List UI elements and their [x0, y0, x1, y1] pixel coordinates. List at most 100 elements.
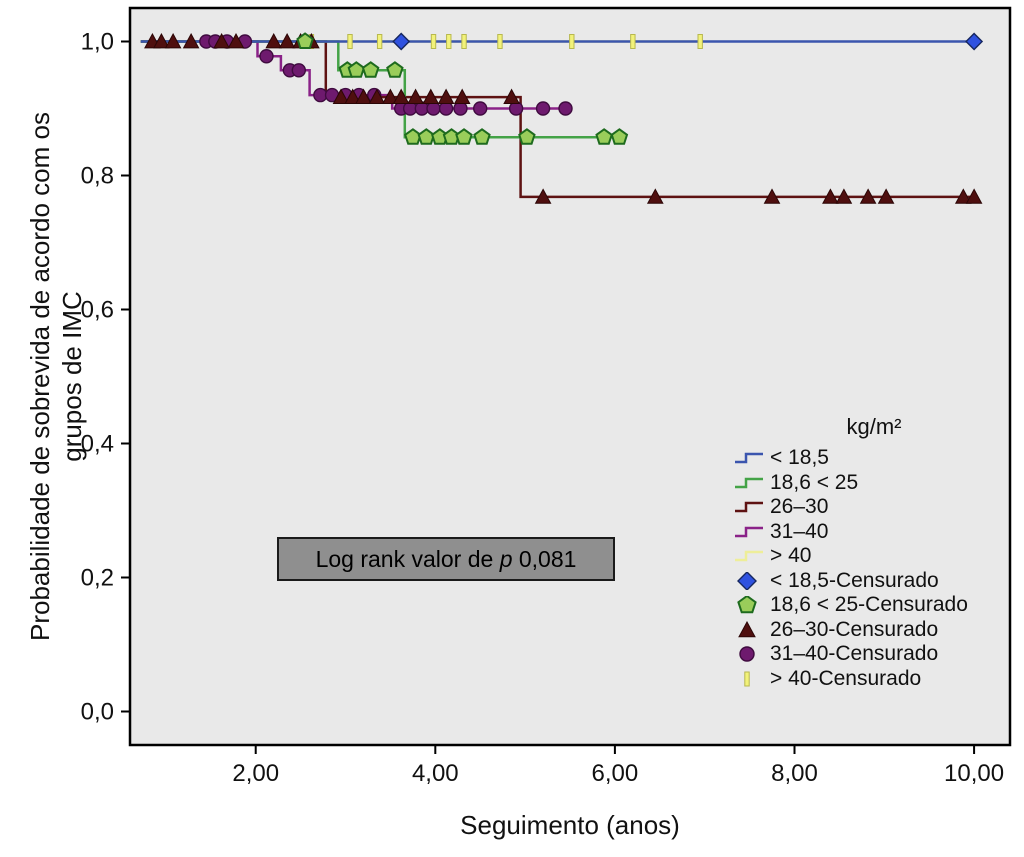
legend-label-censored-0: < 18,5-Censurado — [770, 568, 939, 592]
censored-marker-triangle — [368, 88, 386, 104]
censored-marker-triangle — [835, 188, 853, 204]
censored-marker-pentagon — [518, 128, 536, 145]
censored-marker-triangle — [877, 188, 895, 204]
censored-marker-triangle — [422, 88, 440, 104]
legend-entry-censored-2: 26–30-Censurado — [733, 618, 1015, 643]
legend-entries: < 18,5 18,6 < 25 26–30 31–40 > 40 < 18,5-Cens… — [733, 446, 1015, 691]
censored-marker-triangle — [954, 188, 972, 204]
censored-marker-circle — [535, 101, 551, 116]
legend-label-censored-4: > 40-Censurado — [770, 666, 922, 690]
y-tick-label: 1,0 — [81, 29, 114, 56]
legend-label-line-2: 26–30 — [770, 495, 829, 519]
legend-label-censored-2: 26–30-Censurado — [770, 617, 939, 641]
legend-glyph-censored-1 — [737, 596, 757, 614]
legend-entry-censored-3: 31–40-Censurado — [733, 642, 1015, 667]
censored-marker-triangle — [965, 188, 983, 204]
y-tick-label: 0,0 — [81, 699, 114, 726]
censored-marker-triangle — [534, 188, 552, 204]
censored-marker-triangle — [355, 88, 372, 104]
legend-entry-line-4: > 40 — [733, 544, 1015, 569]
censored-marker-triangle — [822, 188, 839, 204]
log-rank-text-prefix: Log rank valor de — [315, 545, 500, 572]
legend-glyph-censored-3 — [739, 646, 755, 662]
y-tick-label: 0,2 — [81, 565, 114, 592]
censored-marker-tick — [347, 34, 353, 49]
censored-marker-triangle — [332, 88, 350, 104]
censored-marker-tick — [376, 34, 383, 49]
legend-entry-line-2: 26–30 — [733, 495, 1015, 520]
censored-marker-circle — [291, 63, 307, 78]
legend-glyph-line-2 — [735, 502, 763, 513]
legend-label-censored-1: 18,6 < 25-Censurado — [770, 593, 968, 617]
legend-entry-line-1: 18,6 < 25 — [733, 471, 1015, 496]
y-axis-label: Probabilidade de sobrevida de acordo com… — [24, 8, 88, 745]
censored-marker-triangle — [738, 620, 756, 638]
legend-glyph-line-3 — [735, 526, 763, 537]
censored-marker-pentagon — [610, 128, 629, 145]
censored-marker-diamond — [392, 32, 411, 51]
x-tick-label: 4,00 — [412, 760, 459, 787]
censored-marker-pentagon — [737, 596, 757, 614]
censored-marker-triangle — [453, 88, 471, 104]
censored-marker-triangle — [153, 32, 170, 49]
censored-marker-circle — [739, 646, 755, 662]
censored-marker-triangle — [227, 32, 245, 49]
legend: kg/m² < 18,5 18,6 < 25 26–30 31–40 > 40 < 18,… — [733, 414, 1015, 691]
x-tick-label: 2,00 — [232, 760, 279, 787]
censored-marker-triangle — [407, 88, 424, 104]
y-tick-label: 0,4 — [81, 431, 114, 458]
censored-marker-circle — [558, 101, 573, 116]
legend-glyph-line-1 — [735, 477, 763, 488]
censored-marker-tick — [446, 34, 452, 49]
censored-marker-circle — [259, 49, 274, 64]
y-tick-label: 0,6 — [81, 297, 114, 324]
censored-marker-triangle — [646, 188, 664, 204]
plot-background — [128, 6, 1012, 747]
censored-marker-pentagon — [595, 128, 613, 145]
legend-label-censored-3: 31–40-Censurado — [770, 642, 939, 666]
censored-marker-tick — [569, 34, 575, 49]
legend-label-line-0: < 18,5 — [770, 446, 829, 470]
y-axis-label-line1: Probabilidade de sobrevida de acordo com… — [25, 112, 55, 642]
legend-entry-line-0: < 18,5 — [733, 446, 1015, 471]
censored-marker-pentagon — [296, 32, 314, 49]
censored-marker-diamond — [965, 32, 984, 51]
censored-marker-triangle — [278, 32, 296, 49]
censored-marker-tick — [497, 34, 503, 49]
censored-marker-tick — [697, 34, 703, 49]
censored-marker-pentagon — [386, 61, 404, 78]
censored-marker-triangle — [182, 32, 200, 49]
log-rank-p-value: 0,081 — [512, 545, 577, 572]
log-rank-annotation: Log rank valor de p 0,081 — [277, 537, 615, 581]
legend-title: kg/m² — [846, 414, 902, 439]
censored-marker-triangle — [265, 32, 283, 49]
censored-marker-tick — [630, 34, 636, 49]
y-axis-label-line2: grupos de IMC — [57, 291, 87, 462]
censored-marker-triangle — [344, 88, 362, 104]
legend-glyph-censored-0 — [737, 571, 757, 590]
legend-entry-censored-4: > 40-Censurado — [733, 667, 1015, 692]
x-tick-label: 6,00 — [592, 760, 639, 787]
censored-marker-triangle — [437, 88, 455, 104]
censored-marker-triangle — [503, 88, 520, 104]
censored-marker-diamond — [737, 571, 757, 590]
legend-label-line-3: 31–40 — [770, 519, 829, 543]
y-tick-label: 0,8 — [81, 163, 114, 190]
log-rank-p-symbol: p — [499, 545, 513, 572]
legend-entry-line-3: 31–40 — [733, 520, 1015, 545]
x-tick-label: 8,00 — [771, 760, 818, 787]
legend-label-line-1: 18,6 < 25 — [770, 470, 859, 494]
legend-label-line-4: > 40 — [770, 544, 812, 568]
censored-marker-triangle — [382, 88, 399, 104]
censored-marker-tick — [430, 34, 437, 49]
censored-marker-pentagon — [455, 128, 473, 145]
censored-marker-triangle — [763, 188, 781, 204]
censored-marker-tick — [461, 34, 467, 49]
censored-marker-tick — [744, 671, 750, 687]
censored-marker-circle — [473, 101, 488, 116]
legend-glyph-censored-4 — [744, 671, 750, 687]
censored-marker-triangle — [392, 88, 410, 104]
x-tick-label: 10,00 — [944, 760, 1004, 787]
